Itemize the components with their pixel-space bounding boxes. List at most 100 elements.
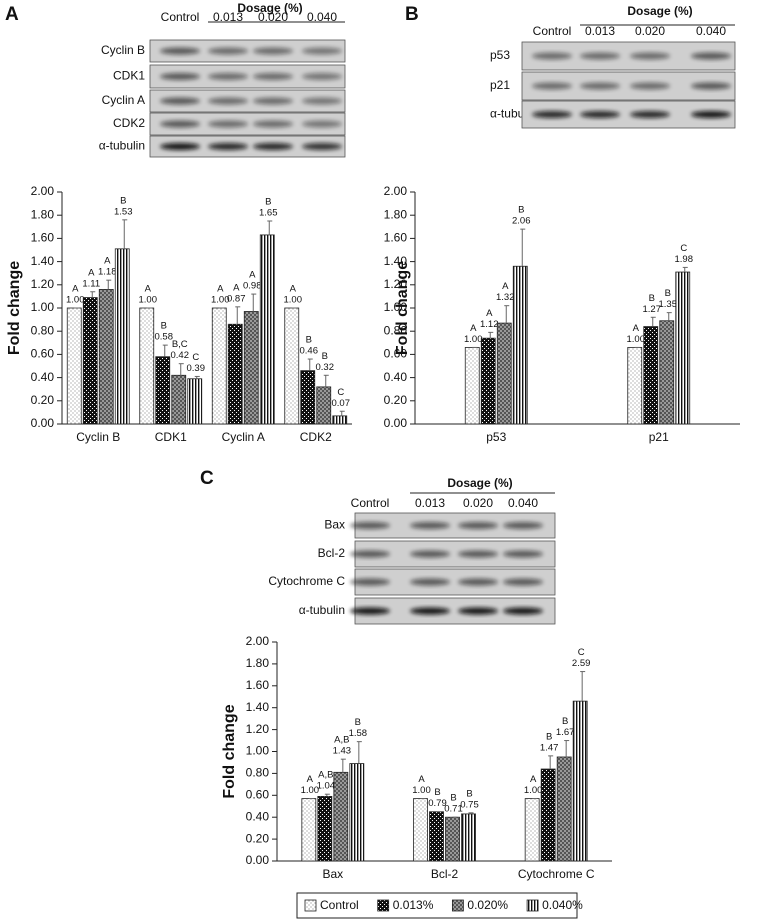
- x-tick-label: Cyclin A: [222, 430, 265, 444]
- bar: [445, 816, 460, 862]
- lane-label: 0.020: [635, 24, 665, 38]
- value-label: 0.39: [187, 363, 206, 374]
- significance-letter: B: [306, 335, 312, 346]
- y-tick-label: 0.20: [384, 393, 408, 407]
- blot-band: [350, 522, 390, 529]
- y-tick-label: 1.40: [31, 254, 55, 268]
- significance-letter: A: [633, 323, 640, 334]
- blot-band: [302, 73, 342, 80]
- bar: [114, 248, 130, 425]
- bar: [464, 347, 480, 425]
- dosage-label: Dosage (%): [627, 4, 692, 18]
- value-label: 1.00: [284, 295, 303, 306]
- bar: [82, 297, 98, 425]
- bar: [284, 307, 300, 425]
- bar: [155, 356, 171, 425]
- y-axis-label: Fold change: [221, 704, 238, 798]
- significance-letter: B: [355, 717, 361, 728]
- significance-letter: B: [649, 293, 655, 304]
- value-label: 1.47: [540, 742, 559, 753]
- lane-label: 0.013: [585, 24, 615, 38]
- y-tick-label: 2.00: [31, 184, 55, 198]
- significance-letter: A: [72, 284, 79, 295]
- x-tick-label: CDK1: [155, 430, 187, 444]
- significance-letter: B: [434, 787, 440, 798]
- bar: [300, 370, 316, 425]
- bar: [512, 265, 528, 425]
- y-tick-label: 1.40: [246, 700, 270, 714]
- y-tick-label: 1.00: [246, 744, 270, 758]
- value-label: 1.18: [98, 267, 117, 278]
- y-tick-label: 1.00: [384, 300, 408, 314]
- significance-letter: A: [233, 282, 240, 293]
- lane-label: Control: [351, 496, 390, 510]
- value-label: 1.00: [464, 334, 483, 345]
- blot-band: [691, 111, 731, 118]
- lane-label: 0.040: [307, 10, 337, 24]
- significance-letter: A,B: [318, 770, 333, 781]
- y-tick-label: 2.00: [384, 184, 408, 198]
- blot-band: [503, 522, 543, 529]
- y-tick-label: 1.60: [246, 678, 270, 692]
- y-tick-label: 1.40: [384, 254, 408, 268]
- blot-band: [160, 97, 200, 105]
- blot-band: [302, 120, 342, 128]
- value-label: 1.98: [675, 254, 694, 265]
- panel-letter: B: [405, 4, 419, 25]
- y-tick-label: 0.20: [246, 831, 270, 845]
- x-tick-label: Bcl-2: [431, 867, 459, 881]
- blot-band: [410, 578, 450, 586]
- blot-band: [503, 550, 543, 558]
- value-label: 0.98: [243, 281, 262, 292]
- bar: [317, 795, 333, 862]
- bar: [187, 378, 203, 425]
- bar: [139, 307, 155, 425]
- blot-band: [458, 578, 498, 586]
- value-label: 0.79: [428, 798, 447, 809]
- y-tick-label: 1.80: [246, 656, 270, 670]
- blot-row-label: Cytochrome C: [268, 574, 345, 588]
- dosage-label: Dosage (%): [237, 1, 302, 15]
- y-tick-label: 0.00: [384, 416, 408, 430]
- legend-swatch: [526, 899, 539, 912]
- value-label: 2.59: [572, 658, 591, 669]
- value-label: 1.00: [139, 295, 158, 306]
- y-tick-label: 0.20: [31, 393, 55, 407]
- blot-band: [630, 111, 670, 118]
- y-tick-label: 0.00: [246, 853, 270, 867]
- significance-letter: B: [265, 197, 271, 208]
- bar: [243, 311, 259, 425]
- blot-band: [208, 97, 248, 105]
- lane-label: 0.020: [258, 10, 288, 24]
- significance-letter: A: [88, 267, 95, 278]
- blot-row-label: p53: [490, 48, 510, 62]
- blot-band: [253, 97, 293, 105]
- bar: [572, 700, 588, 862]
- blot-band: [253, 47, 293, 55]
- x-tick-label: Cytochrome C: [518, 867, 595, 881]
- blot-band: [532, 82, 572, 90]
- bar: [316, 386, 332, 425]
- bar: [480, 337, 496, 425]
- significance-letter: B: [562, 716, 568, 727]
- y-tick-label: 1.20: [384, 277, 408, 291]
- y-tick-label: 0.00: [31, 416, 55, 430]
- y-tick-label: 0.80: [31, 323, 55, 337]
- blot-row-label: p21: [490, 78, 510, 92]
- blot-band: [160, 143, 200, 150]
- significance-letter: A: [470, 323, 477, 334]
- y-tick-label: 1.80: [384, 207, 408, 221]
- blot-band: [350, 550, 390, 558]
- blot-band: [160, 120, 200, 128]
- significance-letter: B: [450, 793, 456, 804]
- significance-letter: C: [337, 387, 344, 398]
- blot-band: [410, 550, 450, 558]
- lane-label: 0.020: [463, 496, 493, 510]
- blot-band: [208, 120, 248, 128]
- blot-band: [208, 47, 248, 55]
- y-tick-label: 1.20: [246, 722, 270, 736]
- significance-letter: C: [578, 647, 585, 658]
- y-tick-label: 0.40: [384, 370, 408, 384]
